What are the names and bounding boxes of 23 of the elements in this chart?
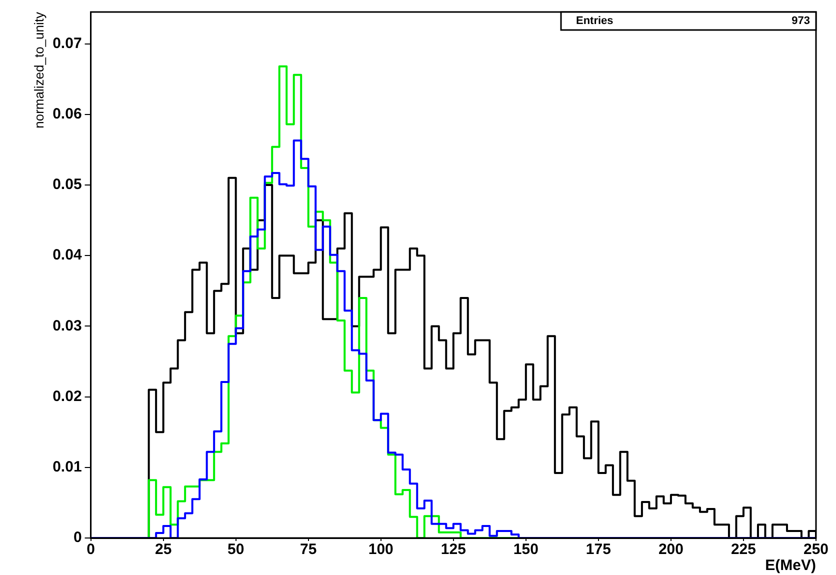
x-tick-label: 50 bbox=[227, 541, 244, 558]
y-tick-label: 0.07 bbox=[52, 34, 82, 52]
x-tick-label: 200 bbox=[658, 541, 684, 558]
y-tick-label: 0.03 bbox=[52, 317, 82, 334]
x-tick-label: 25 bbox=[154, 541, 172, 558]
annotation: Entries bbox=[576, 15, 614, 28]
x-tick-label: 225 bbox=[730, 541, 756, 558]
y-tick-label: 0.04 bbox=[52, 246, 82, 264]
x-tick-label: 250 bbox=[803, 541, 829, 558]
x-tick-label: 75 bbox=[300, 541, 317, 558]
x-tick-label: 0 bbox=[86, 541, 95, 558]
x-axis-title: E(MeV) bbox=[765, 557, 816, 574]
y-tick-label: 0.05 bbox=[52, 176, 82, 194]
x-tick-label: 125 bbox=[440, 541, 466, 558]
y-tick-label: 0 bbox=[73, 529, 82, 546]
annotation: 973 bbox=[792, 15, 810, 28]
x-tick-label: 100 bbox=[368, 541, 394, 558]
y-tick-label: 0.01 bbox=[52, 458, 82, 476]
y-tick-label: 0.02 bbox=[52, 388, 82, 405]
y-axis-title: normalized_to_unity bbox=[31, 12, 46, 128]
x-tick-label: 175 bbox=[586, 541, 611, 558]
x-tick-label: 150 bbox=[513, 541, 538, 558]
y-tick-label: 0.06 bbox=[52, 106, 82, 123]
